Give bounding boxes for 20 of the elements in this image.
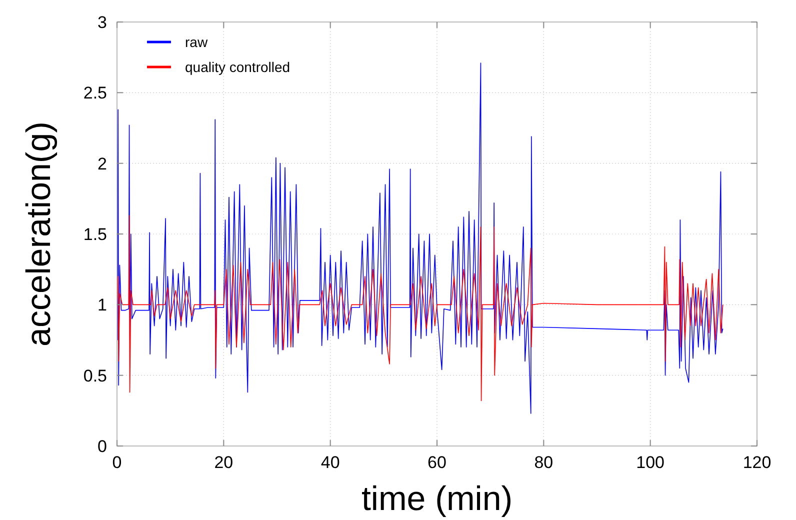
y-tick-label: 2: [98, 154, 107, 174]
x-axis-title: time (min): [361, 480, 513, 518]
x-tick-label: 80: [534, 453, 554, 472]
y-tick-label: 2.5: [83, 84, 107, 103]
x-tick-label: 20: [214, 453, 234, 472]
x-tick-label: 60: [428, 453, 446, 472]
y-tick-label: 0: [98, 437, 107, 456]
y-tick-label: 1.5: [83, 225, 107, 244]
y-tick-label: 3: [98, 13, 107, 32]
y-tick-label: 1: [98, 296, 107, 315]
x-tick-label: 100: [636, 453, 665, 472]
legend-label: quality controlled: [185, 59, 290, 75]
x-tick-label: 120: [742, 453, 772, 472]
x-tick-label: 0: [112, 453, 122, 472]
y-tick-label: 0.5: [83, 366, 107, 386]
legend-label: raw: [185, 34, 208, 50]
x-tick-label: 40: [320, 453, 340, 472]
y-axis-title: acceleration(g): [20, 122, 58, 346]
line-series: [116, 62, 724, 414]
line-series: [116, 215, 724, 402]
